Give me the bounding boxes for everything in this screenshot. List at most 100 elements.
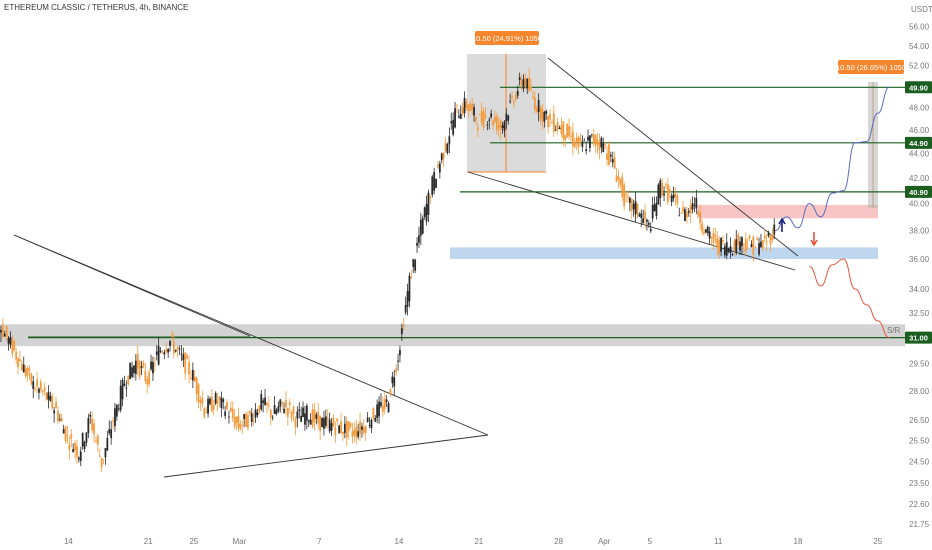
candle-body [433, 172, 436, 191]
candle-body [754, 247, 757, 249]
candle-body [366, 417, 369, 422]
candle-body [514, 94, 517, 100]
candle-body [461, 107, 464, 114]
candle-body [123, 383, 126, 386]
candle-body [91, 418, 94, 431]
candle-body [722, 240, 724, 242]
candle-body [313, 409, 316, 422]
candle-body [286, 407, 289, 418]
candle-body [110, 429, 113, 439]
candle-body [117, 408, 120, 410]
candle-body [326, 417, 329, 420]
candle-body [34, 389, 37, 391]
candle-body [153, 364, 156, 366]
y-tick-label: 46.00 [909, 126, 930, 135]
candle-body [138, 361, 141, 377]
candle-body [454, 108, 456, 128]
candle-body [513, 101, 515, 104]
candle-body [9, 336, 12, 345]
candle-body [505, 113, 508, 122]
candle-body [600, 137, 603, 148]
candle-body [560, 124, 563, 134]
candle-body [159, 350, 162, 352]
y-tick-label: 26.50 [909, 416, 930, 425]
candle-body [649, 228, 652, 232]
candle-body [657, 184, 660, 204]
candle-body [425, 203, 428, 222]
candle-body [167, 348, 170, 353]
candle-body [495, 116, 498, 131]
candle-body [300, 415, 303, 422]
candle-body [623, 184, 626, 207]
candle-body [121, 379, 124, 400]
candle-body [701, 223, 703, 232]
candle-body [437, 164, 439, 168]
candle-body [106, 438, 109, 451]
candle-body [748, 235, 751, 239]
candle-body [62, 429, 65, 434]
candle-body [452, 119, 455, 135]
candle-body [351, 431, 354, 437]
candle-body [96, 435, 99, 445]
chart-title: ETHEREUM CLASSIC / TETHERUS, 4h, BINANCE [4, 3, 189, 12]
candle-body [247, 415, 249, 429]
candle-body [36, 379, 38, 387]
candle-body [516, 90, 519, 96]
candle-body [220, 397, 223, 408]
candle-body [24, 368, 27, 377]
candle-body [568, 125, 570, 137]
candle-body [43, 387, 46, 391]
candle-body [190, 377, 192, 379]
level-badge-label: 44.90 [909, 139, 928, 148]
candle-body [323, 418, 325, 429]
candle-body [693, 204, 696, 206]
candle-body [532, 96, 534, 98]
candle-body [716, 237, 719, 248]
candle-body [670, 195, 673, 203]
candle-body [663, 193, 665, 196]
candle-body [193, 376, 196, 382]
candle-body [585, 149, 588, 152]
zone-support [450, 247, 878, 259]
candle-body [404, 305, 407, 313]
candle-body [144, 370, 147, 381]
candle-body [608, 144, 610, 165]
candle-body [383, 398, 386, 409]
candle-body [389, 389, 392, 395]
candle-body [463, 97, 466, 114]
candle-body [112, 420, 114, 422]
candle-body [647, 222, 650, 225]
candle-body [579, 138, 582, 141]
candle-body [577, 136, 580, 148]
candle-body [545, 111, 548, 115]
y-tick-label: 24.50 [909, 457, 930, 466]
candle-body [691, 203, 694, 210]
candle-body [79, 451, 82, 462]
y-tick-label: 29.50 [909, 360, 930, 369]
candle-body [644, 211, 646, 220]
candle-body [628, 197, 631, 203]
candle-body [706, 226, 709, 234]
candle-body [444, 142, 447, 152]
candle-body [630, 199, 633, 211]
zone-sr [0, 324, 905, 347]
up-arrow-icon [778, 217, 786, 232]
candle-body [72, 449, 75, 453]
candle-body [243, 414, 246, 420]
candle-body [74, 443, 76, 451]
y-tick-label: 38.00 [909, 227, 930, 236]
y-tick-label: 48.00 [909, 104, 930, 113]
candle-body [98, 455, 101, 457]
candle-body [376, 404, 379, 418]
x-tick-label: 21 [474, 537, 483, 546]
candle-body [370, 419, 373, 429]
candle-body [216, 400, 219, 404]
down-arrow-icon [810, 232, 818, 247]
candle-body [188, 362, 190, 375]
candle-body [334, 426, 337, 436]
candle-body [252, 419, 255, 422]
x-tick-label: 18 [794, 537, 803, 546]
candle-body [408, 275, 411, 302]
candle-body [256, 412, 259, 416]
